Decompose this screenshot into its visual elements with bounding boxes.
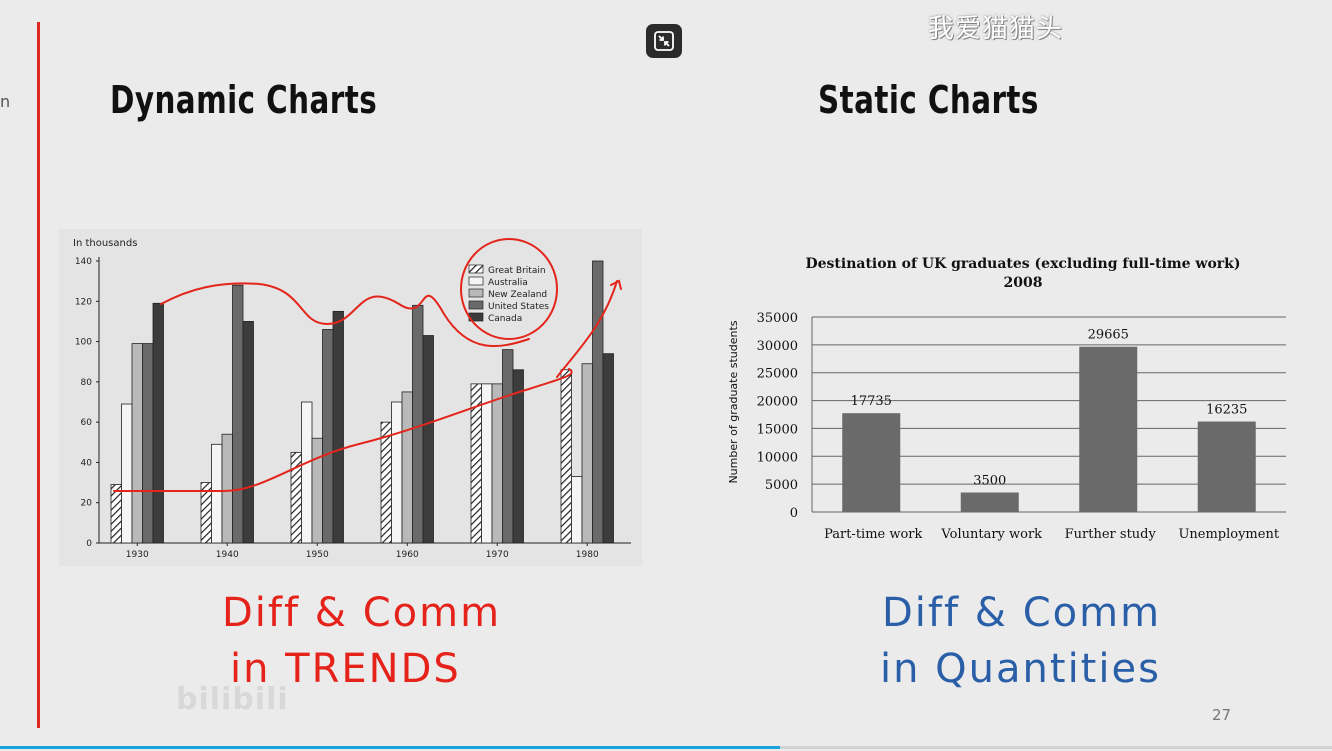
data-label: 17735	[851, 394, 892, 409]
bar-canada-1960	[422, 335, 434, 544]
x-tick-label: Further study	[1065, 527, 1157, 542]
bar-canada-1970	[512, 369, 524, 544]
y-tick-label: 30000	[757, 339, 798, 354]
bar-united-states-1950	[322, 329, 334, 544]
legend-swatch	[468, 276, 484, 286]
y-tick-label: 5000	[765, 478, 798, 493]
legend-swatch	[468, 288, 484, 298]
x-tick-label: 1930	[126, 550, 149, 560]
bar-united-states-1960	[412, 304, 424, 544]
y-tick-label: 40	[81, 458, 93, 468]
bar-new-zealand-1960	[401, 391, 413, 544]
bar-new-zealand-1970	[491, 383, 503, 544]
y-tick-label: 140	[75, 257, 92, 267]
page-number: 27	[1212, 706, 1232, 724]
bar-australia-1970	[481, 383, 493, 544]
bar-canada-1930	[152, 302, 164, 544]
y-axis-label: Number of graduate students	[727, 320, 740, 483]
y-tick-label: 80	[81, 378, 93, 388]
legend-label: United States	[488, 302, 549, 312]
x-tick-label: 1950	[306, 550, 329, 560]
dynamic-bar-chart: In thousands 0 20 40 60 80 100 120 140 1930 1940 19…	[73, 238, 631, 570]
bar-canada-1980	[602, 353, 614, 544]
bar-great-britain-1960	[380, 421, 392, 544]
legend-label: Australia	[488, 278, 528, 288]
x-tick-label: 1970	[486, 550, 509, 560]
bar-united-states-1940	[232, 284, 244, 544]
y-tick-label: 60	[81, 418, 93, 428]
exit-fullscreen-button[interactable]	[646, 24, 682, 58]
static-chart-image: Destination of UK graduates (excluding f…	[720, 244, 1300, 549]
bar-new-zealand-1940	[221, 433, 233, 544]
data-label: 29665	[1088, 328, 1129, 343]
y-tick-label: 25000	[757, 367, 798, 382]
bar-canada-1950	[332, 310, 344, 544]
right-annotation-line2: in Quantities	[880, 646, 1161, 692]
dynamic-charts-heading: Dynamic Charts	[110, 78, 378, 122]
exit-fullscreen-icon	[654, 31, 674, 51]
trend-arrow	[556, 279, 622, 378]
chart-subtitle: 2008	[1004, 275, 1043, 291]
bar-new-zealand-1950	[311, 437, 323, 544]
x-tick-label: Voluntary work	[940, 527, 1042, 542]
legend-label: Great Britain	[488, 266, 546, 276]
bar-australia-1960	[391, 401, 403, 544]
legend-swatch	[468, 264, 484, 274]
y-tick-label: 20	[81, 499, 93, 509]
y-tick-label: 35000	[757, 311, 798, 326]
progress-track[interactable]	[780, 746, 1332, 749]
bar-great-britain-1980	[560, 369, 572, 544]
bar-australia-1940	[211, 443, 223, 544]
dynamic-chart-image: In thousands 0 20 40 60 80 100 120 140 1930 1940 19…	[59, 229, 642, 570]
y-tick-label: 100	[75, 338, 92, 348]
data-label: 16235	[1206, 403, 1247, 418]
legend-swatch	[468, 300, 484, 310]
y-tick-label: 0	[790, 506, 798, 521]
x-tick-label: Unemployment	[1178, 527, 1279, 542]
x-tick-label: Part-time work	[824, 527, 922, 542]
bar-australia-1930	[121, 403, 133, 544]
trend-annotation-top	[160, 282, 530, 348]
legend-label: Canada	[488, 314, 522, 324]
chart-title: Destination of UK graduates (excluding f…	[806, 256, 1241, 272]
bar-united-states-1930	[142, 343, 154, 544]
bar-australia-1950	[301, 401, 313, 544]
bar-unemployment	[1197, 421, 1256, 512]
y-tick-label: 10000	[757, 450, 798, 465]
right-annotation-line1: Diff & Comm	[882, 590, 1162, 636]
left-edge-glyph: n	[0, 92, 11, 111]
y-tick-label: 0	[86, 539, 92, 549]
accent-divider	[37, 22, 40, 728]
static-charts-heading: Static Charts	[818, 78, 1039, 122]
bar-further-study	[1079, 346, 1138, 512]
trend-annotation-bottom	[113, 368, 573, 492]
bar-new-zealand-1930	[131, 343, 143, 544]
top-watermark: 我爱猫猫头	[928, 14, 1064, 44]
bar-united-states-1970	[502, 349, 514, 544]
bilibili-logo: bilibili	[176, 682, 289, 717]
x-tick-label: 1980	[576, 550, 599, 560]
bar-australia-1980	[571, 476, 583, 544]
bar-great-britain-1930	[110, 484, 122, 544]
bar-new-zealand-1980	[581, 363, 593, 544]
x-tick-label: 1940	[216, 550, 239, 560]
bar-united-states-1980	[592, 260, 604, 544]
left-annotation-line1: Diff & Comm	[222, 590, 502, 636]
bar-canada-1940	[242, 321, 254, 544]
legend-circle-annotation	[460, 238, 558, 340]
y-tick-label: 120	[75, 297, 92, 307]
bar-voluntary-work	[960, 492, 1019, 512]
data-label: 3500	[973, 474, 1006, 489]
left-annotation-line2: in TRENDS	[230, 646, 461, 692]
y-axis-label: In thousands	[73, 238, 137, 249]
legend-label: New Zealand	[488, 290, 547, 300]
y-tick-label: 20000	[757, 395, 798, 410]
bar-part-time-work	[842, 413, 901, 512]
static-bar-chart: Destination of UK graduates (excluding f…	[727, 256, 1286, 542]
x-tick-label: 1960	[396, 550, 419, 560]
y-tick-label: 15000	[757, 422, 798, 437]
progress-bar[interactable]	[0, 746, 780, 749]
